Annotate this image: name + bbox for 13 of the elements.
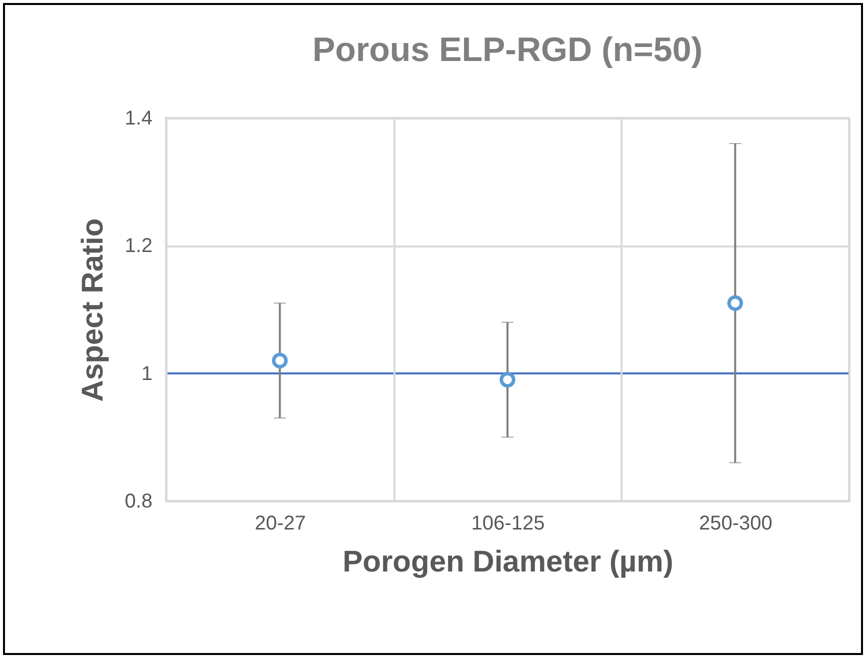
y-tick-label: 0.8: [124, 490, 152, 512]
point: [500, 372, 516, 388]
x-axis-title: Porogen Diameter (µm): [342, 546, 674, 578]
y-axis-title: Aspect Ratio: [76, 218, 110, 402]
y-tick-label: 1.2: [124, 235, 152, 258]
x-tick-label: 250-300: [698, 512, 772, 534]
point: [727, 295, 744, 311]
point: [272, 352, 288, 368]
y-tick-label: 1: [141, 362, 152, 385]
x-tick-label: 20-27: [254, 512, 306, 534]
y-tick-label: 1.4: [124, 108, 152, 130]
chart-title: Porous ELP-RGD (n=50): [312, 31, 703, 69]
x-tick-label: 106-125: [471, 512, 545, 534]
